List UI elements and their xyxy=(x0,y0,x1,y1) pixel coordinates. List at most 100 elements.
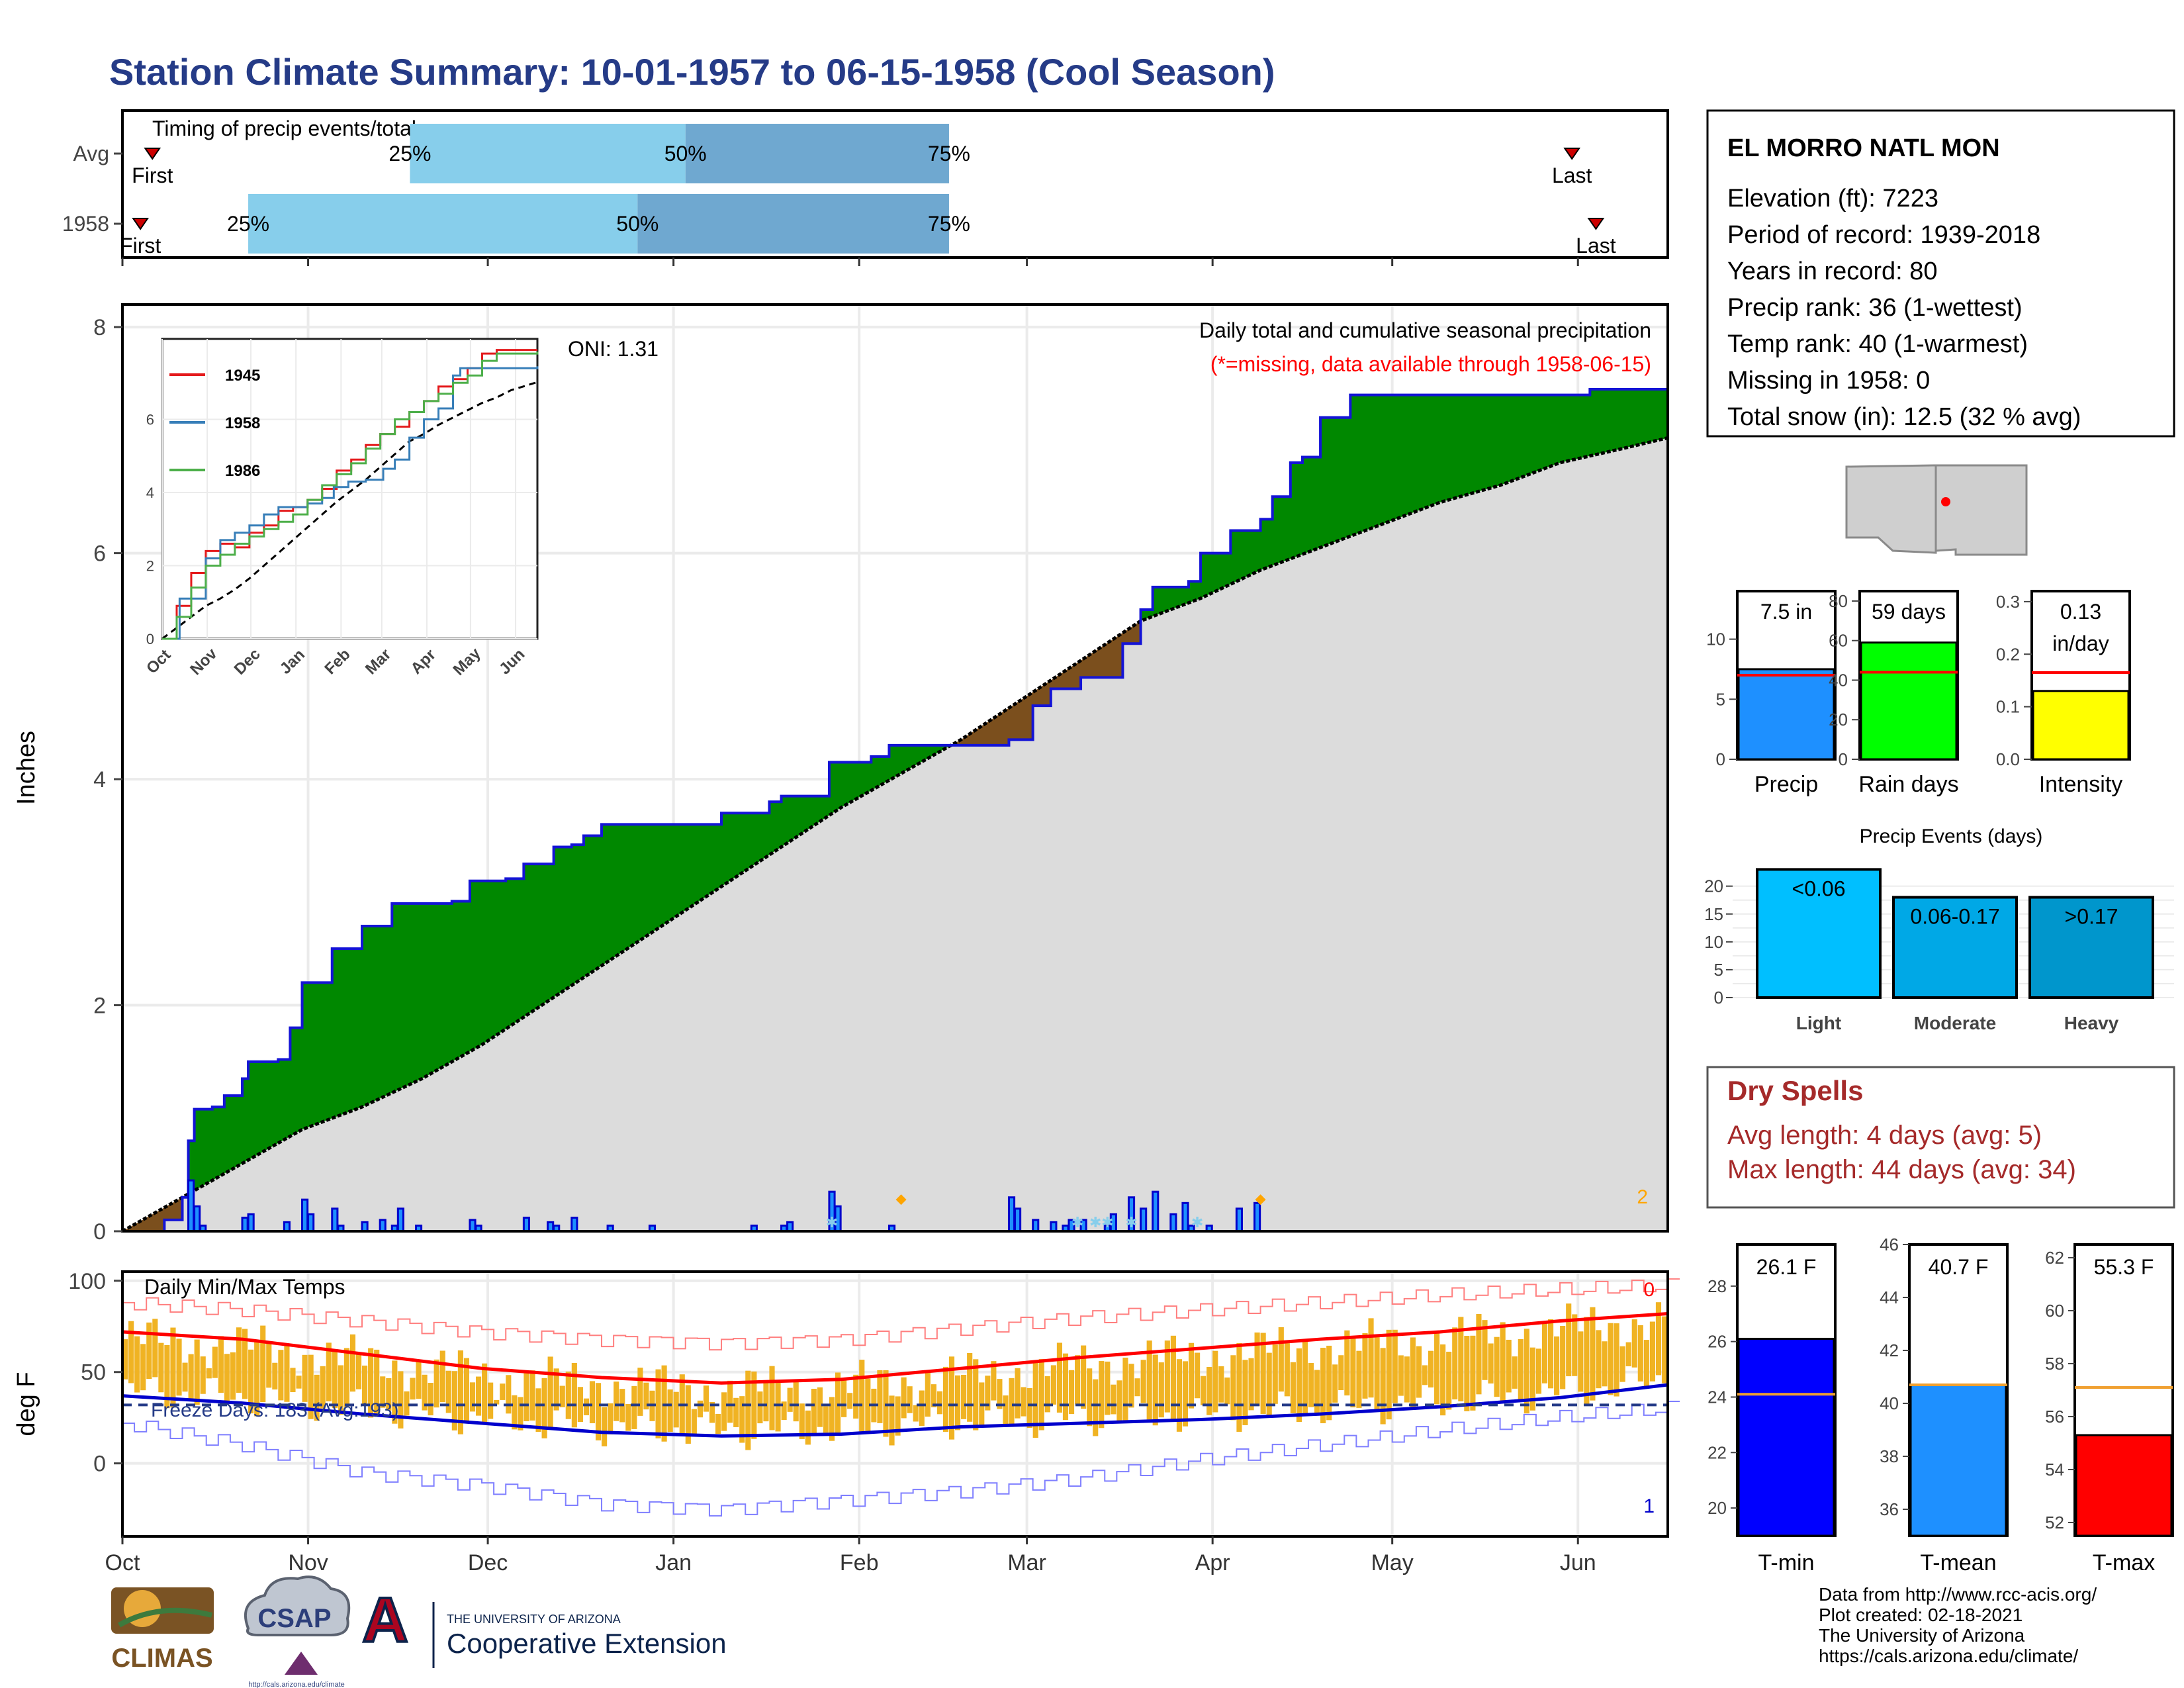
daily-temp-range-bar xyxy=(326,1342,332,1401)
month-label: Mar xyxy=(1007,1550,1046,1575)
temp-value-label: 26.1 F xyxy=(1756,1255,1817,1279)
daily-temp-range-bar xyxy=(518,1397,523,1430)
daily-temp-range-bar xyxy=(212,1346,218,1378)
daily-temp-range-bar xyxy=(715,1413,721,1434)
summary-bar-label: Intensity xyxy=(2039,772,2123,797)
daily-temp-range-bar xyxy=(661,1365,667,1442)
daily-temp-range-bar xyxy=(1075,1355,1081,1405)
daily-temp-range-bar xyxy=(158,1342,164,1393)
daily-temp-range-bar xyxy=(1195,1352,1201,1399)
daily-temp-range-bar xyxy=(967,1352,973,1422)
locator-map xyxy=(1840,462,2032,565)
daily-temp-range-bar xyxy=(745,1370,751,1450)
temp-ytick-label: 26 xyxy=(1707,1332,1727,1352)
timing-first-marker-icon xyxy=(132,218,150,230)
daily-temp-range-bar xyxy=(1446,1351,1452,1410)
daily-temp-range-bar xyxy=(1655,1302,1662,1376)
dry-spells-max: Max length: 44 days (avg: 34) xyxy=(1727,1155,2076,1184)
daily-temp-range-bar xyxy=(703,1385,709,1412)
summary-ytick-label: 0.2 xyxy=(1996,644,2020,664)
daily-temp-range-bar xyxy=(847,1393,853,1409)
temp-corner-top: 0 xyxy=(1643,1279,1655,1301)
daily-temp-range-bar xyxy=(1578,1331,1584,1392)
inset-ytick-label: 0 xyxy=(146,631,154,647)
temp-value-label: 55.3 F xyxy=(2094,1255,2154,1279)
daily-temp-range-bar xyxy=(1038,1359,1044,1430)
daily-temp-range-bar xyxy=(457,1350,463,1434)
daily-temp-range-bar xyxy=(541,1378,547,1438)
timing-q25-q50-bar xyxy=(248,194,638,254)
daily-temp-range-bar xyxy=(1637,1325,1643,1382)
station-info-line: Total snow (in): 12.5 (32 % avg) xyxy=(1727,403,2081,431)
inset-ytick-label: 2 xyxy=(146,558,154,575)
daily-precip-bar xyxy=(1007,1196,1016,1233)
daily-temp-range-bar xyxy=(1254,1332,1260,1407)
events-range-label: >0.17 xyxy=(2065,905,2118,929)
page-title: Station Climate Summary: 10-01-1957 to 0… xyxy=(109,51,1275,93)
station-info-line: Temp rank: 40 (1-warmest) xyxy=(1727,330,2028,358)
station-info-line: Missing in 1958: 0 xyxy=(1727,367,1930,395)
daily-temp-range-bar xyxy=(1482,1320,1488,1380)
snow-flag-icon: ✱ xyxy=(1125,1214,1137,1231)
temp-ytick-label: 54 xyxy=(2045,1460,2064,1479)
timing-last-marker-icon xyxy=(1563,148,1581,160)
daily-precip-bar xyxy=(786,1221,794,1233)
daily-precip-bar xyxy=(1032,1219,1040,1233)
daily-temp-range-bar xyxy=(1087,1368,1093,1427)
daily-temp-range-bar xyxy=(565,1371,571,1419)
month-label: Feb xyxy=(840,1550,879,1575)
temp-ytick-label: 36 xyxy=(1880,1499,1899,1519)
daily-temp-range-bar xyxy=(1434,1331,1440,1405)
credit-line: Plot created: 02-18-2021 xyxy=(1819,1605,2023,1625)
summary-ytick-label: 0.1 xyxy=(1996,697,2020,717)
daily-temp-range-bar xyxy=(404,1391,410,1416)
snow-flag-icon: ✱ xyxy=(1071,1214,1083,1231)
daily-temp-range-bar xyxy=(445,1370,451,1413)
summary-ytick-label: 0 xyxy=(1839,749,1848,769)
month-label: Jan xyxy=(655,1550,692,1575)
timing-quartile-label: 75% xyxy=(928,142,970,165)
daily-temp-range-bar xyxy=(1524,1329,1529,1414)
daily-temp-range-bar xyxy=(1015,1368,1021,1419)
daily-temp-range-bar xyxy=(571,1363,577,1428)
daily-temp-range-bar xyxy=(1608,1323,1614,1395)
daily-temp-range-bar xyxy=(386,1378,392,1411)
daily-temp-range-bar xyxy=(1428,1350,1434,1387)
month-axis: Oct Nov Dec Jan Feb Mar Apr May Jun xyxy=(105,258,1596,1575)
summary-ytick-label: 0 xyxy=(1716,749,1725,769)
daily-temp-range-bar xyxy=(1350,1336,1356,1408)
daily-temp-range-bar xyxy=(1111,1384,1116,1415)
average-max-line xyxy=(122,1311,1668,1385)
credit-line: Data from http://www.rcc-acis.org/ xyxy=(1819,1584,2097,1605)
daily-temp-range-bar xyxy=(1410,1337,1416,1407)
daily-temp-range-bar xyxy=(488,1382,494,1419)
summary-value-label: 7.5 in xyxy=(1760,600,1812,624)
daily-temp-range-bar xyxy=(595,1383,602,1440)
daily-temp-range-bar xyxy=(1488,1343,1494,1383)
timing-first-marker-icon xyxy=(144,148,161,160)
daily-temp-range-bar xyxy=(691,1409,697,1435)
events-ytick-label: 20 xyxy=(1704,876,1723,896)
daily-temp-range-bar xyxy=(883,1370,889,1437)
precip-cumulative-line xyxy=(122,388,1668,1233)
temp-ytick-label: 100 xyxy=(68,1269,106,1294)
average-min-line xyxy=(122,1383,1668,1438)
timing-quartile-label: 50% xyxy=(616,212,659,236)
inset-average-line xyxy=(161,381,538,640)
daily-temp-range-bar xyxy=(1584,1317,1590,1405)
daily-temp-range-bar xyxy=(1230,1355,1236,1421)
temp-corner-bottom: 1 xyxy=(1643,1495,1655,1517)
daily-temp-range-bar xyxy=(410,1378,416,1400)
daily-temp-range-bar xyxy=(302,1354,308,1402)
map-station-marker xyxy=(1941,497,1950,506)
daily-temp-range-bar xyxy=(775,1382,781,1432)
summary-bar xyxy=(1860,641,1958,761)
daily-temp-range-bar xyxy=(469,1382,476,1412)
precip-events-chart: Precip Events (days) 0 5 10 15 20 <0.06 Light 0… xyxy=(1704,825,2174,1033)
temp-title: Daily Min/Max Temps xyxy=(144,1275,345,1299)
daily-temp-range-bar xyxy=(913,1405,919,1422)
csap-mountain-icon xyxy=(285,1652,318,1675)
daily-temp-range-bar xyxy=(985,1376,991,1411)
daily-temp-range-bar xyxy=(1398,1355,1404,1396)
